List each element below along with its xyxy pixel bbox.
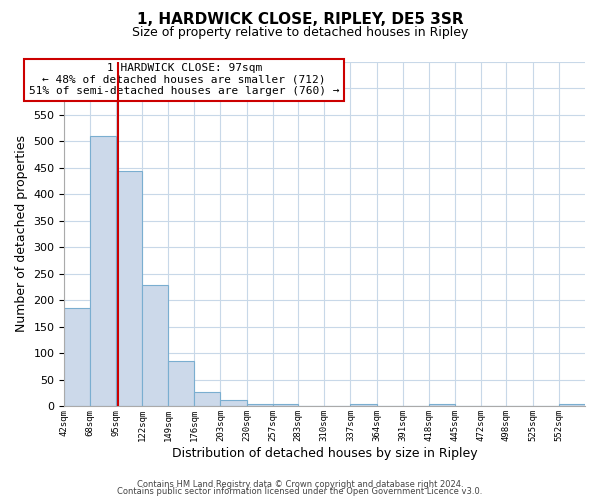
Text: 1 HARDWICK CLOSE: 97sqm
← 48% of detached houses are smaller (712)
51% of semi-d: 1 HARDWICK CLOSE: 97sqm ← 48% of detache… [29,63,340,96]
Bar [89,136,116,406]
Bar [194,392,220,406]
Text: 1, HARDWICK CLOSE, RIPLEY, DE5 3SR: 1, HARDWICK CLOSE, RIPLEY, DE5 3SR [137,12,463,28]
Text: Contains public sector information licensed under the Open Government Licence v3: Contains public sector information licen… [118,487,482,496]
Text: Size of property relative to detached houses in Ripley: Size of property relative to detached ho… [132,26,468,39]
Bar [116,172,142,406]
X-axis label: Distribution of detached houses by size in Ripley: Distribution of detached houses by size … [172,447,478,460]
Bar [247,404,273,406]
Bar [220,400,247,406]
Bar [350,404,377,406]
Bar [429,404,455,406]
Bar [273,404,298,406]
Y-axis label: Number of detached properties: Number of detached properties [15,136,28,332]
Bar [64,308,89,406]
Bar [142,286,168,406]
Bar [168,362,194,406]
Text: Contains HM Land Registry data © Crown copyright and database right 2024.: Contains HM Land Registry data © Crown c… [137,480,463,489]
Bar [559,404,585,406]
